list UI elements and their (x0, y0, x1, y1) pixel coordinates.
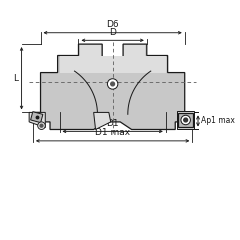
Text: Ap1 max: Ap1 max (201, 116, 235, 126)
Circle shape (38, 122, 45, 130)
Polygon shape (94, 112, 111, 130)
Text: L: L (13, 74, 18, 83)
Polygon shape (30, 112, 43, 123)
Circle shape (40, 124, 43, 127)
Text: D6: D6 (106, 20, 119, 29)
Polygon shape (33, 44, 192, 130)
Circle shape (108, 79, 118, 89)
Polygon shape (60, 45, 166, 72)
Polygon shape (29, 112, 45, 128)
Text: D1 max: D1 max (95, 128, 130, 137)
Text: D: D (109, 28, 116, 36)
Polygon shape (178, 113, 193, 127)
Text: D1: D1 (106, 119, 119, 128)
Circle shape (184, 118, 188, 122)
Polygon shape (177, 110, 194, 130)
Circle shape (181, 115, 190, 125)
Circle shape (111, 82, 114, 86)
